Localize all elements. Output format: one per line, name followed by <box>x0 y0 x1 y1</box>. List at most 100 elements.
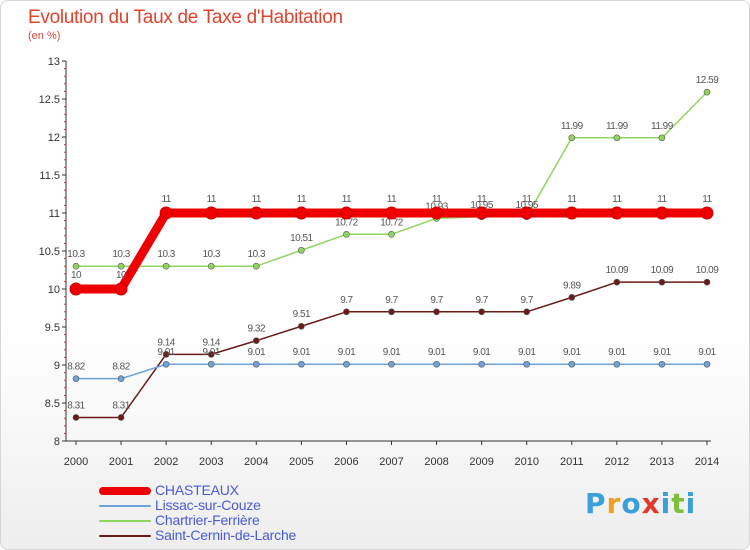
data-label-chasteaux: 10 <box>71 270 82 281</box>
x-tick-label: 2000 <box>64 456 88 468</box>
data-label-saint-cernin-de-larche: 8.31 <box>112 400 130 411</box>
logo-letter: x <box>641 487 661 520</box>
x-tick-label: 2012 <box>605 456 629 468</box>
y-tick-label: 8 <box>54 436 60 448</box>
legend-swatch <box>99 505 151 507</box>
data-label-chasteaux: 11 <box>252 194 262 205</box>
data-point-chartrier-ferri-re <box>252 262 260 270</box>
data-point-saint-cernin-de-larche <box>613 278 621 286</box>
data-label-chasteaux: 10 <box>116 270 127 281</box>
data-label-saint-cernin-de-larche: 9.14 <box>202 337 220 348</box>
data-label-lissac-sur-couze: 9.01 <box>338 347 356 358</box>
data-label-lissac-sur-couze: 8.82 <box>112 362 130 373</box>
data-point-lissac-sur-couze <box>388 360 395 368</box>
data-point-saint-cernin-de-larche <box>433 308 440 316</box>
data-label-chartrier-ferri-re: 11.99 <box>606 121 629 132</box>
data-label-lissac-sur-couze: 9.01 <box>428 347 446 358</box>
data-label-chartrier-ferri-re: 10.72 <box>335 217 358 228</box>
data-point-chasteaux <box>565 206 579 220</box>
data-point-chartrier-ferri-re <box>72 262 80 270</box>
data-point-saint-cernin-de-larche <box>478 308 485 316</box>
data-point-saint-cernin-de-larche <box>388 308 395 316</box>
x-tick-label: 2011 <box>560 456 584 468</box>
data-point-saint-cernin-de-larche <box>252 337 260 344</box>
y-tick-label: 12 <box>48 132 60 144</box>
data-label-chartrier-ferri-re: 10.3 <box>157 249 175 260</box>
data-point-chasteaux <box>700 206 714 220</box>
data-label-lissac-sur-couze: 9.01 <box>383 347 401 358</box>
data-point-lissac-sur-couze <box>568 360 576 368</box>
x-tick-label: 2009 <box>469 456 493 468</box>
data-point-lissac-sur-couze <box>162 360 170 368</box>
data-point-saint-cernin-de-larche <box>568 294 576 301</box>
y-tick-label: 11.5 <box>39 170 60 182</box>
logo-letter: r <box>606 487 622 520</box>
data-point-chartrier-ferri-re <box>162 262 170 270</box>
data-label-saint-cernin-de-larche: 9.7 <box>475 295 488 306</box>
data-label-lissac-sur-couze: 9.01 <box>518 347 536 358</box>
data-label-chartrier-ferri-re: 12.59 <box>696 75 719 86</box>
data-label-lissac-sur-couze: 8.82 <box>67 362 85 373</box>
logo-letter: i <box>685 487 697 520</box>
data-label-chasteaux: 11 <box>387 194 397 205</box>
data-point-saint-cernin-de-larche <box>207 351 215 358</box>
data-label-lissac-sur-couze: 9.01 <box>157 347 175 358</box>
data-point-chartrier-ferri-re <box>388 230 395 238</box>
data-point-chasteaux <box>69 282 83 296</box>
data-point-lissac-sur-couze <box>252 360 260 368</box>
series-line-chartrier-ferri-re <box>75 91 708 267</box>
data-label-lissac-sur-couze: 9.01 <box>563 347 581 358</box>
data-point-chasteaux <box>430 206 444 220</box>
data-point-chasteaux <box>385 206 398 220</box>
data-point-chartrier-ferri-re <box>298 246 305 254</box>
legend-swatch <box>99 535 151 537</box>
data-label-saint-cernin-de-larche: 10.09 <box>651 265 674 276</box>
data-label-chartrier-ferri-re: 10.95 <box>470 200 493 211</box>
data-point-chasteaux <box>114 282 128 296</box>
data-label-lissac-sur-couze: 9.01 <box>293 347 311 358</box>
legend-swatch <box>99 520 151 522</box>
data-label-saint-cernin-de-larche: 9.7 <box>521 295 534 306</box>
data-label-saint-cernin-de-larche: 8.31 <box>67 400 85 411</box>
data-point-chartrier-ferri-re <box>703 88 711 96</box>
data-label-chasteaux: 11 <box>432 194 442 205</box>
logo-letter: P <box>585 487 607 520</box>
y-tick-label: 9.5 <box>45 322 60 334</box>
data-label-saint-cernin-de-larche: 9.32 <box>248 324 266 335</box>
logo-letter: o <box>621 487 642 520</box>
data-point-chasteaux <box>204 206 218 220</box>
data-point-saint-cernin-de-larche <box>703 278 711 286</box>
data-label-saint-cernin-de-larche: 9.7 <box>340 295 353 306</box>
data-label-chartrier-ferri-re: 10.3 <box>248 249 266 260</box>
data-point-chartrier-ferri-re <box>613 134 621 142</box>
data-label-chasteaux: 11 <box>297 194 307 205</box>
legend-label: Lissac-sur-Couze <box>155 497 261 513</box>
y-tick-label: 9 <box>54 360 60 372</box>
x-tick-label: 2005 <box>289 456 313 468</box>
data-label-chasteaux: 11 <box>477 194 487 205</box>
data-label-chartrier-ferri-re: 10.3 <box>112 249 130 260</box>
data-point-lissac-sur-couze <box>523 360 531 368</box>
data-point-chasteaux <box>249 206 263 220</box>
x-tick-label: 2010 <box>514 456 538 468</box>
data-point-lissac-sur-couze <box>478 360 485 368</box>
data-label-saint-cernin-de-larche: 9.7 <box>385 295 398 306</box>
data-point-chasteaux <box>475 206 489 220</box>
y-tick-label: 10.5 <box>39 246 60 258</box>
data-point-lissac-sur-couze <box>298 360 305 368</box>
data-label-chartrier-ferri-re: 11.99 <box>651 121 674 132</box>
data-label-saint-cernin-de-larche: 9.7 <box>430 295 443 306</box>
proxiti-logo: Proxiti <box>585 487 696 520</box>
data-point-lissac-sur-couze <box>658 360 666 368</box>
data-point-saint-cernin-de-larche <box>72 414 80 421</box>
y-tick-label: 13 <box>48 56 60 68</box>
x-tick-label: 2001 <box>109 456 133 468</box>
data-point-saint-cernin-de-larche <box>523 308 531 316</box>
data-point-chartrier-ferri-re <box>343 230 350 238</box>
legend-swatch <box>99 487 151 495</box>
data-label-lissac-sur-couze: 9.01 <box>698 347 716 358</box>
y-axis-unit-label: (en %) <box>28 30 61 42</box>
data-point-chartrier-ferri-re <box>207 262 215 270</box>
x-tick-label: 2006 <box>334 456 358 468</box>
